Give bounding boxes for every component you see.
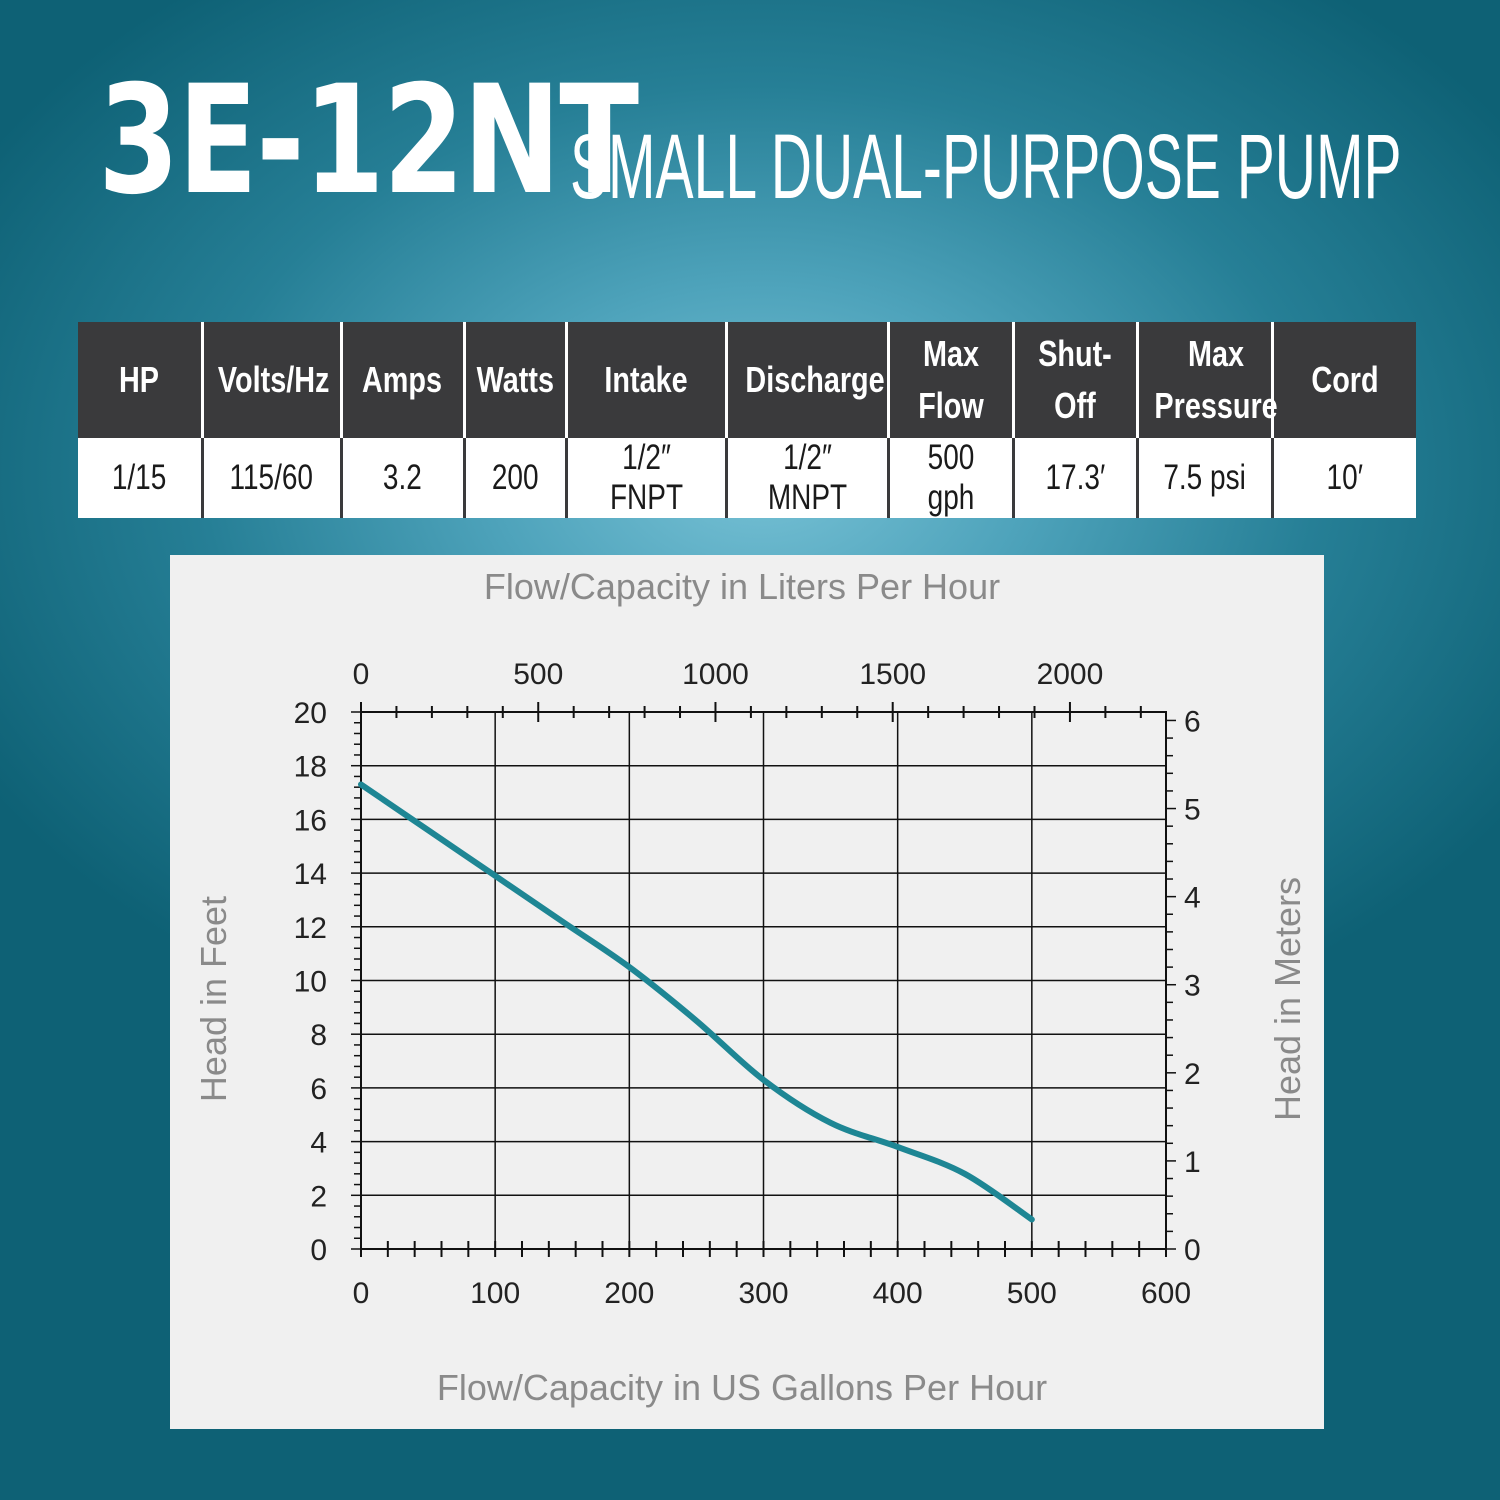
y2-tick-label: 3 (1184, 970, 1201, 1003)
spec-header-cell: Watts (462, 322, 566, 438)
spec-header-cell: Amps (339, 322, 464, 438)
pump-curve-chart: Flow/Capacity in Liters Per Hour Flow/Ca… (170, 555, 1324, 1429)
spec-header-text: Max (922, 333, 979, 374)
spec-header-text: Pressure (1153, 385, 1278, 426)
spec-value-cell: 7.5 psi (1135, 438, 1272, 518)
y-tick-label: 4 (310, 1127, 327, 1160)
spec-value-cell: 500 gph (886, 438, 1013, 518)
spec-header-label: Cord (1311, 354, 1378, 406)
spec-header-label: Watts (476, 354, 553, 406)
spec-header-label: HP (119, 354, 159, 406)
y-tick-label: 18 (294, 751, 327, 784)
y-tick-label: 12 (294, 912, 327, 945)
spec-header-label: Volts/Hz (217, 354, 328, 406)
spec-value-cell: 1/15 (78, 438, 202, 518)
axis-ticks (351, 702, 1176, 1257)
x2-tick-label: 1500 (859, 658, 926, 691)
y2-tick-label: 0 (1184, 1234, 1201, 1267)
spec-header-cell: HP (78, 322, 202, 438)
spec-table: HP Volts/Hz Amps Watts Intake Discharge Max Flo… (78, 322, 1416, 518)
x-tick-label: 500 (1007, 1277, 1057, 1310)
y2-tick-label: 1 (1184, 1146, 1201, 1179)
spec-value-row: 1/15 115/60 3.2 200 1/2″ FNPT 1/2″ MNPT 500 gp… (78, 438, 1416, 518)
bottom-axis-title: Flow/Capacity in US Gallons Per Hour (437, 1367, 1047, 1408)
y-tick-label: 16 (294, 804, 327, 837)
spec-header-text: Off (1054, 385, 1096, 426)
x2-tick-label: 1000 (682, 658, 749, 691)
x2-tick-label: 0 (353, 658, 370, 691)
x2-tick-label: 500 (513, 658, 563, 691)
spec-header-text: Intake (604, 359, 688, 400)
product-description: SMALL DUAL-PURPOSE PUMP (570, 116, 1402, 218)
spec-header-row: HP Volts/Hz Amps Watts Intake Discharge Max Flo… (78, 322, 1416, 438)
spec-value: 1/15 (112, 458, 167, 497)
x-tick-label: 0 (353, 1277, 370, 1310)
spec-header-cell: Max Pressure (1135, 322, 1277, 438)
x-tick-label: 600 (1141, 1277, 1191, 1310)
y2-tick-label: 2 (1184, 1058, 1201, 1091)
spec-header-text: Flow (917, 385, 984, 426)
pump-curve-line (358, 781, 1035, 1223)
y-tick-label: 0 (310, 1234, 327, 1267)
spec-value: 500 gph (927, 438, 974, 517)
spec-header-text: Cord (1311, 359, 1379, 400)
spec-header-text: HP (119, 359, 160, 400)
spec-value-cell: 1/2″ FNPT (564, 438, 726, 518)
spec-header-cell: Shut- Off (1011, 322, 1137, 438)
spec-value: 1/2″ MNPT (767, 438, 847, 517)
grid-lines (360, 711, 1167, 1250)
y2-tick-label: 6 (1184, 705, 1201, 738)
spec-header-label: Max Pressure (1154, 328, 1277, 432)
spec-value: 1/2″ FNPT (609, 438, 683, 517)
y-tick-label: 6 (310, 1073, 327, 1106)
spec-value-cell: 17.3′ (1011, 438, 1137, 518)
spec-header-text: Discharge (744, 359, 885, 400)
x-tick-label: 300 (738, 1277, 788, 1310)
y2-tick-label: 4 (1184, 882, 1201, 915)
x-tick-label: 200 (604, 1277, 654, 1310)
y-tick-label: 20 (294, 697, 327, 730)
spec-header-label: Amps (362, 354, 442, 406)
spec-value-cell: 200 (462, 438, 566, 518)
spec-header-text: Watts (476, 359, 554, 400)
y-tick-label: 2 (310, 1180, 327, 1213)
spec-header-label: Max Flow (918, 328, 984, 432)
spec-header-cell: Max Flow (886, 322, 1013, 438)
spec-header-text: Max (1187, 333, 1244, 374)
right-axis-title: Head in Meters (1267, 877, 1308, 1121)
spec-header-label: Discharge (745, 354, 884, 406)
spec-value-cell: 10′ (1270, 438, 1416, 518)
left-axis-title: Head in Feet (193, 896, 234, 1102)
spec-value: 10′ (1326, 458, 1363, 497)
y-tick-label: 10 (294, 966, 327, 999)
spec-header-label: Shut- Off (1038, 328, 1112, 432)
x-tick-label: 100 (470, 1277, 520, 1310)
y2-tick-label: 5 (1184, 794, 1201, 827)
x2-tick-label: 2000 (1037, 658, 1104, 691)
spec-header-text: Shut- (1038, 333, 1112, 374)
spec-header-text: Amps (362, 359, 443, 400)
plot-frame (360, 711, 1167, 1250)
y-tick-label: 8 (310, 1019, 327, 1052)
spec-value-cell: 1/2″ MNPT (724, 438, 888, 518)
pump-curve-svg: Flow/Capacity in Liters Per Hour Flow/Ca… (193, 566, 1308, 1408)
spec-header-cell: Cord (1270, 322, 1416, 438)
spec-header-text: Volts/Hz (217, 359, 329, 400)
spec-value: 7.5 psi (1163, 458, 1246, 497)
top-axis-title: Flow/Capacity in Liters Per Hour (484, 566, 1000, 607)
spec-value-cell: 3.2 (339, 438, 464, 518)
spec-header-label: Intake (604, 354, 687, 406)
y-tick-label: 14 (294, 858, 327, 891)
spec-value: 115/60 (229, 458, 314, 497)
spec-header-cell: Intake (564, 322, 726, 438)
spec-value-cell: 115/60 (200, 438, 341, 518)
x-tick-label: 400 (873, 1277, 923, 1310)
spec-value: 17.3′ (1045, 458, 1105, 497)
spec-value: 200 (491, 458, 539, 497)
spec-header-cell: Discharge (724, 322, 888, 438)
spec-value: 3.2 (383, 458, 422, 497)
spec-header-cell: Volts/Hz (200, 322, 341, 438)
model-title: 3E-12NT (98, 54, 639, 228)
